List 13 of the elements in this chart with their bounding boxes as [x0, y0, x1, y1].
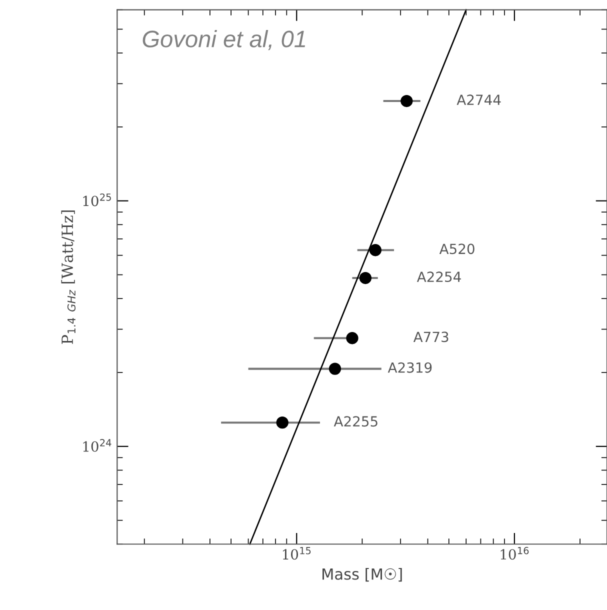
annotation: A2254	[416, 272, 461, 282]
annotation: A520	[439, 244, 474, 254]
x-axis-title: Mass [M☉]	[322, 568, 402, 582]
annotation: Govoni et al, 01	[142, 30, 306, 50]
annotation: A2255	[334, 416, 378, 427]
annotation: A773	[413, 332, 448, 342]
y-axis-title: P$_{1.4 GHz}$ [Watt/Hz]	[61, 210, 76, 344]
x-tick-label: 10$^{15}$	[282, 547, 311, 560]
y-tick-label: 10$^{24}$	[83, 439, 112, 452]
y-tick-label: 10$^{25}$	[83, 193, 111, 206]
annotation: A2744	[456, 94, 501, 105]
annotation: A2319	[388, 362, 432, 373]
x-tick-label: 10$^{16}$	[500, 546, 529, 560]
